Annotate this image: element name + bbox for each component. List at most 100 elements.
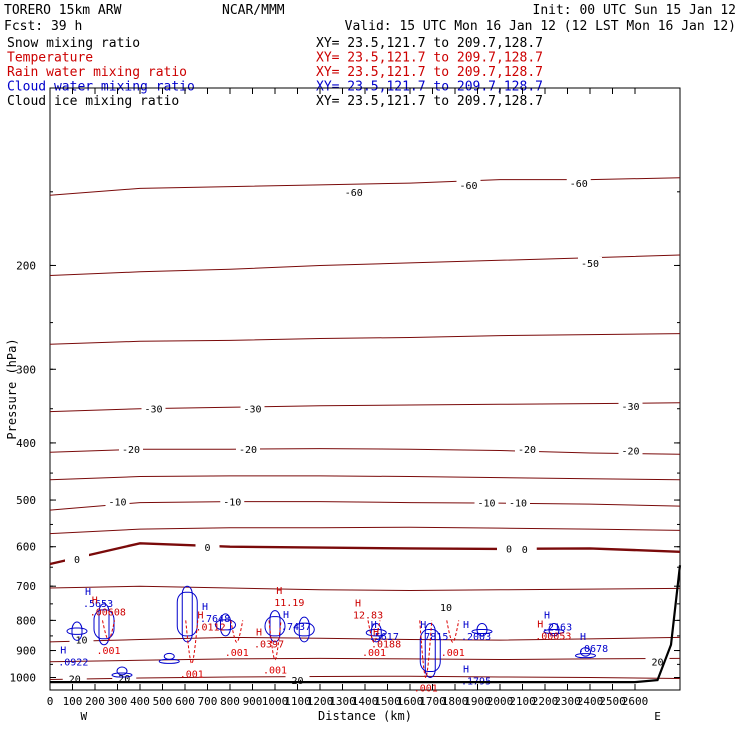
field-legend: Snow mixing ratio XY= 23.5,121.7 to 209.7… (7, 36, 543, 109)
temperature-contour-label: -20 (122, 445, 140, 456)
maximum-value: .2003 (461, 632, 491, 643)
maximum-marker: H (420, 620, 426, 631)
maximum-marker: H (276, 586, 282, 597)
field-name: Cloud ice mixing ratio (7, 94, 179, 109)
rain-minimum-label: .001 (414, 684, 438, 695)
field-name: Rain water mixing ratio (7, 65, 187, 80)
contour-label-bg (506, 496, 530, 508)
temperature-contour-label: 10 (440, 603, 452, 614)
rain-water-contour (268, 620, 282, 661)
field-name: Cloud water mixing ratio (7, 80, 195, 95)
x-tick-label: 2600 (622, 695, 649, 708)
rain-minimum-label: .001 (96, 646, 120, 657)
cloud-water-contour (419, 629, 441, 673)
terrain-line (50, 565, 682, 684)
x-tick-label: 400 (130, 695, 150, 708)
maximum-value: .0678 (578, 644, 608, 655)
temperature-contour-label: 10 (75, 635, 87, 646)
maximum-value: .7648 (200, 614, 230, 625)
contour-label-bg (341, 185, 366, 197)
temperature-contour-label: -60 (459, 181, 477, 192)
contour-label-bg (618, 399, 643, 411)
temperature-contour-label: -30 (144, 405, 162, 416)
cloud-water-contour (370, 623, 382, 643)
temperature-contour-label: -30 (621, 402, 639, 413)
temperature-contour (49, 542, 681, 566)
field-xy: XY= 23.5,121.7 to 209.7,128.7 (316, 94, 543, 109)
temperature-contour-label: -10 (477, 499, 495, 510)
maximum-marker: H (463, 620, 469, 631)
maximum-marker: H (371, 620, 377, 631)
maximum-marker: H (544, 611, 550, 622)
rain-water-contour (230, 620, 244, 643)
maximum-marker: H (202, 602, 208, 613)
maximum-value: .0112 (196, 623, 226, 634)
temperature-contour-label: -30 (243, 405, 261, 416)
y-tick-label: 400 (16, 437, 36, 450)
x-tick-label: 200 (85, 695, 105, 708)
temperature-contour (49, 636, 681, 643)
contour-label-bg (236, 443, 260, 455)
cloud-water-contour (66, 627, 88, 635)
x-tick-label: 1600 (397, 695, 424, 708)
field-xy: XY= 23.5,121.7 to 209.7,128.7 (316, 80, 543, 95)
maximum-marker: H (283, 610, 289, 621)
maximum-value: .0397 (254, 640, 284, 651)
temperature-contour-label: -10 (509, 499, 527, 510)
cloud-water-contour (158, 658, 180, 664)
maximum-value: .7815 (418, 632, 448, 643)
cloud-water-contour (215, 619, 236, 631)
temperature-contour (49, 475, 681, 481)
x-end-label-east: E (654, 710, 661, 723)
rain-water-contour (367, 620, 381, 643)
contour-label-bg (240, 402, 265, 414)
cloud-water-contour (471, 629, 493, 635)
temperature-contour-label: -20 (518, 445, 536, 456)
temperature-contour-label: 0 (74, 555, 80, 566)
x-tick-label: 2000 (487, 695, 514, 708)
x-tick-label: 500 (153, 695, 173, 708)
contour-label-bg (285, 674, 310, 686)
maximum-value: .5617 (369, 632, 399, 643)
maximum-marker: H (580, 632, 586, 643)
cloud-water-contour (176, 591, 198, 637)
temperature-contour-label: -20 (239, 445, 257, 456)
temperature-contour-label: -10 (108, 498, 126, 509)
cloud-water-contour (580, 647, 591, 657)
x-tick-label: 2300 (554, 695, 581, 708)
model-title: TORERO 15km ARW (4, 3, 122, 18)
y-tick-label: 900 (16, 645, 36, 658)
contour-label-bg (69, 633, 94, 645)
maximum-marker: H (373, 628, 379, 639)
rain-water-contour (419, 620, 433, 679)
y-axis-title: Pressure (hPa) (5, 338, 19, 439)
temperature-contour (49, 657, 681, 663)
cloud-water-contour (220, 613, 231, 637)
maximum-value: .7437 (281, 622, 311, 633)
temperature-contour-label: -60 (570, 179, 588, 190)
temperature-contour-label: -60 (345, 188, 363, 199)
contour-label-bg (645, 655, 670, 667)
maximum-value: .00608 (90, 607, 126, 618)
contour-label-bg (65, 553, 89, 565)
cloud-water-contour (543, 629, 565, 635)
temperature-contour (49, 585, 681, 592)
x-tick-label: 2400 (577, 695, 604, 708)
rain-minimum-label: .001 (263, 666, 287, 677)
temperature-contour-label: 20 (118, 674, 130, 685)
temperature-contour (49, 501, 681, 511)
contour-label-bg (195, 541, 220, 553)
x-tick-label: 1000 (262, 695, 289, 708)
contour-label-bg (578, 256, 602, 268)
x-tick-label: 2500 (599, 695, 626, 708)
cloud-water-contour (181, 585, 193, 643)
temperature-contour (49, 526, 681, 535)
x-tick-label: 1700 (419, 695, 446, 708)
temperature-contour-label: 20 (651, 658, 663, 669)
temperature-contour-label: -10 (223, 498, 241, 509)
cloud-water-contour (71, 621, 83, 641)
contour-label-bg (62, 672, 87, 684)
temperature-contour-label: 0 (204, 543, 210, 554)
field-name: Temperature (7, 51, 93, 66)
field-xy: XY= 23.5,121.7 to 209.7,128.7 (316, 51, 543, 66)
